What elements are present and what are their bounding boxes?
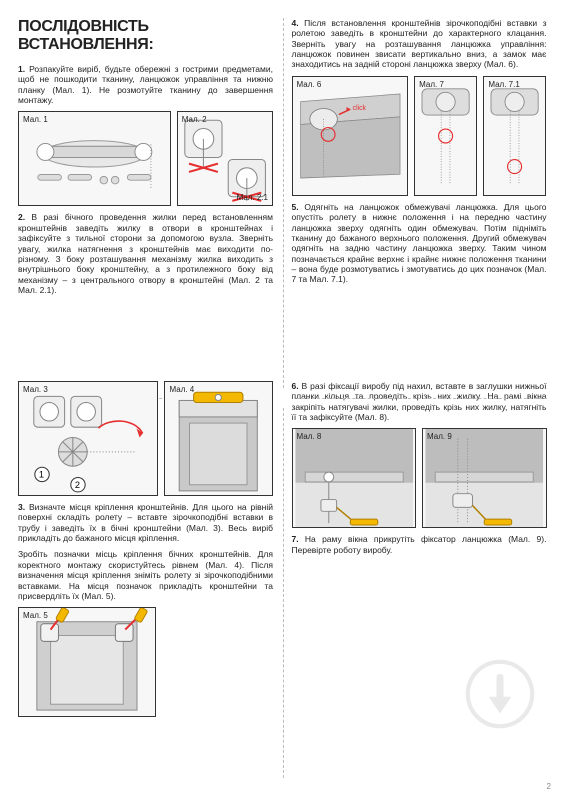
figure-5: Мал. 5 [18, 607, 156, 717]
figure-8: Мал. 8 [292, 428, 417, 528]
figure-71-label: Мал. 7.1 [488, 80, 519, 89]
click-label: click [352, 105, 366, 112]
figure-6: Мал. 6 click [292, 76, 409, 196]
callout-2: 2 [75, 480, 80, 490]
figure-4: Мал. 4 [164, 381, 273, 496]
figure-8-label: Мал. 8 [297, 432, 322, 441]
step-7-text: 7. На раму вікна прикрутіть фіксатор лан… [292, 534, 547, 555]
step-3b-text: Зробіть позначки місць кріплення бічних … [18, 549, 273, 601]
step-1-text: 1. Розпакуйте виріб, будьте обережні з г… [18, 64, 273, 105]
step-4-text: 4. Після встановлення кронштейнів зірочк… [292, 18, 547, 70]
step-5-text: 5. Одягніть на ланцюжок обмежувачі ланцю… [292, 202, 547, 285]
figure-3-label: Мал. 3 [23, 385, 48, 394]
figure-3: Мал. 3 1 2 [18, 381, 158, 496]
page-title: ПОСЛІДОВНІСТЬ ВСТАНОВЛЕННЯ: [18, 18, 273, 54]
figure-2-label: Мал. 2 [182, 115, 207, 124]
quadrant-bottom-left: Мал. 3 1 2 Мал. 4 [18, 367, 273, 789]
figure-9: Мал. 9 [422, 428, 547, 528]
figure-5-label: Мал. 5 [23, 611, 48, 620]
figure-71: Мал. 7.1 [483, 76, 546, 196]
divider-vertical-bottom [283, 408, 284, 778]
figure-1: Мал. 1 [18, 111, 171, 206]
watermark-icon [465, 659, 535, 729]
divider-vertical-top [283, 18, 284, 388]
figure-1-label: Мал. 1 [23, 115, 48, 124]
figure-6-label: Мал. 6 [297, 80, 322, 89]
figure-4-label: Мал. 4 [169, 385, 194, 394]
figure-7-label: Мал. 7 [419, 80, 444, 89]
figure-9-label: Мал. 9 [427, 432, 452, 441]
callout-1: 1 [39, 470, 44, 480]
figure-2-group: Мал. 2 Мал. 2.1 [177, 111, 273, 206]
quadrant-top-right: 4. Після встановлення кронштейнів зірочк… [292, 18, 547, 367]
figure-7: Мал. 7 [414, 76, 477, 196]
page-number: 2 [547, 782, 551, 791]
figure-21-label: Мал. 2.1 [237, 193, 268, 202]
divider-horizontal-right [297, 398, 547, 399]
step-6-text: 6. В разі фіксації виробу під нахил, вст… [292, 381, 547, 422]
step-3a-text: 3. Визначте місця кріплення кронштейнів.… [18, 502, 273, 543]
step-2-text: 2. В разі бічного проведення жилки перед… [18, 212, 273, 295]
quadrant-top-left: ПОСЛІДОВНІСТЬ ВСТАНОВЛЕННЯ: 1. Розпакуйт… [18, 18, 273, 367]
